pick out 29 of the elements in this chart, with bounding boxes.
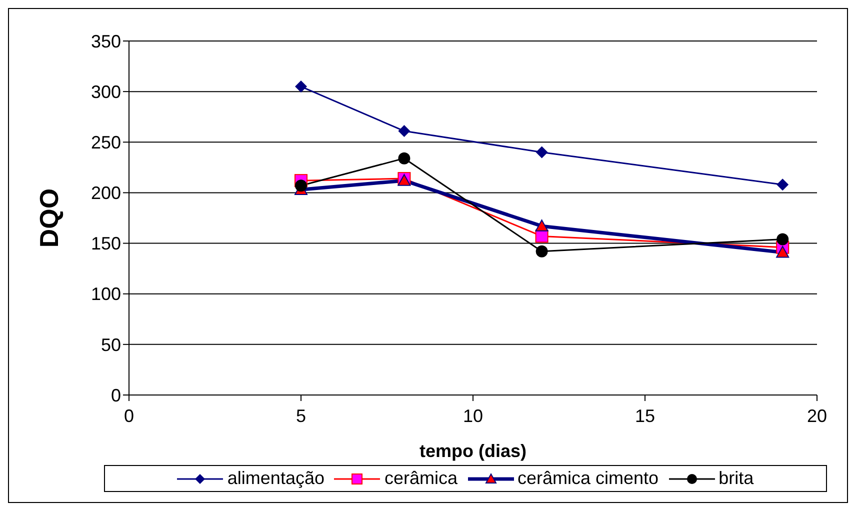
y-tick-label: 250 xyxy=(90,132,121,153)
point xyxy=(776,246,790,258)
y-tick-label: 200 xyxy=(90,183,121,204)
x-tick-label: 0 xyxy=(124,406,134,426)
x-tick-label: 10 xyxy=(462,406,484,426)
legend-label: brita xyxy=(718,468,754,489)
legend-label: cerâmica cimento xyxy=(516,468,659,489)
point xyxy=(295,180,307,192)
y-tick-label: 150 xyxy=(90,234,121,254)
point xyxy=(398,152,410,164)
x-tick-label: 15 xyxy=(634,406,656,426)
y-tick-label: 350 xyxy=(90,31,121,52)
y-tick-label: 0 xyxy=(110,385,121,406)
x-tick-label: 20 xyxy=(806,406,828,426)
point xyxy=(536,245,548,258)
point xyxy=(535,220,548,232)
legend-label: cerâmica xyxy=(383,468,458,489)
point xyxy=(398,125,410,138)
point xyxy=(536,146,548,158)
point xyxy=(295,80,307,93)
y-tick-label: 100 xyxy=(90,284,121,304)
point xyxy=(776,233,789,246)
x-tick-label: 5 xyxy=(296,406,306,426)
point xyxy=(776,178,789,191)
y-axis-title: DQO xyxy=(34,188,64,248)
legend-label: alimentação xyxy=(226,468,324,489)
x-axis-title: tempo (dias) xyxy=(419,441,527,461)
y-tick-label: 50 xyxy=(100,334,121,355)
y-tick-label: 300 xyxy=(90,82,121,102)
